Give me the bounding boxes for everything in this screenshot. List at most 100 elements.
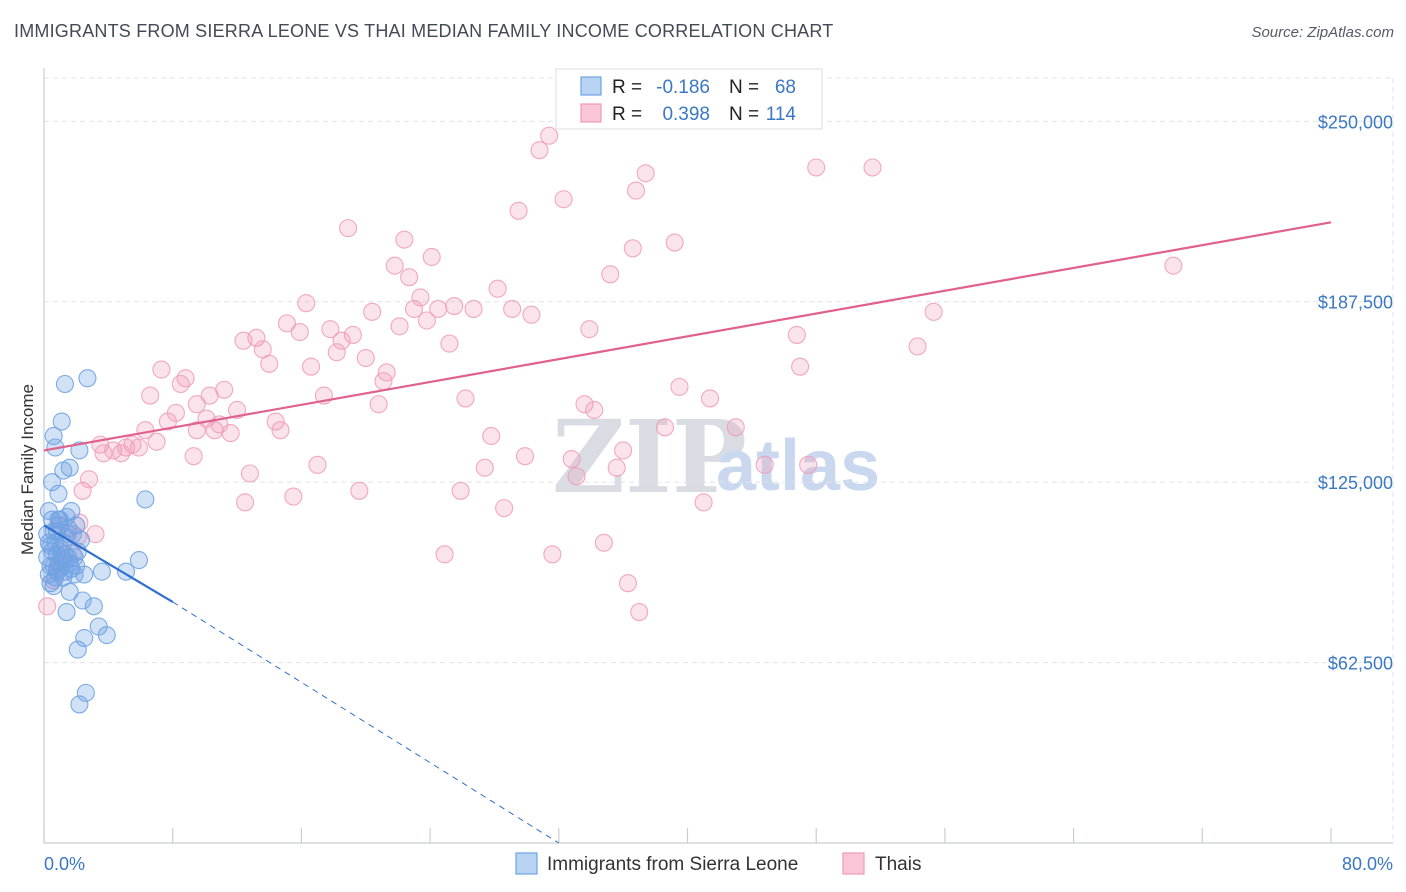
sierra-leone-point xyxy=(136,490,155,509)
sierra-leone-point xyxy=(51,510,70,529)
thais-point xyxy=(562,450,581,469)
thais-point xyxy=(630,603,649,622)
sierra-leone-point xyxy=(57,603,76,622)
thais-point xyxy=(176,369,195,388)
thais-point xyxy=(302,357,321,376)
legend-swatch-pink xyxy=(580,103,602,123)
thais-point xyxy=(580,320,599,339)
sierra-leone-point xyxy=(55,374,74,394)
thais-point xyxy=(451,481,470,500)
thais-point xyxy=(787,325,806,344)
sierra-leone-point xyxy=(44,556,63,575)
sierra-leone-point xyxy=(75,628,94,648)
thais-point xyxy=(417,311,436,330)
y-tick-label: $62,500 xyxy=(1328,654,1393,674)
y-tick-label: $125,000 xyxy=(1318,473,1393,493)
source-label: Source: ZipAtlas.com xyxy=(1251,24,1394,41)
thais-point xyxy=(228,400,247,420)
thais-point xyxy=(332,331,351,350)
thais-point xyxy=(799,455,818,474)
thais-point xyxy=(655,418,675,437)
thais-point xyxy=(290,322,309,342)
thais-point xyxy=(908,337,927,356)
sierra-leone-point xyxy=(39,565,58,584)
chart-title: IMMIGRANTS FROM SIERRA LEONE VS THAI MED… xyxy=(14,21,834,41)
thais-point xyxy=(522,305,541,324)
sierra-leone-point xyxy=(84,597,103,616)
thais-point xyxy=(495,499,514,518)
thais-point xyxy=(456,389,475,408)
bottom-legend: Immigrants from Sierra Leone Thais xyxy=(515,852,921,875)
sierra-leone-point xyxy=(78,369,97,388)
sierra-leone-point xyxy=(67,556,86,575)
thais-point xyxy=(411,288,430,307)
thais-point xyxy=(435,545,454,564)
sierra-leone-point xyxy=(129,551,148,570)
thais-point xyxy=(626,181,646,200)
thais-point xyxy=(369,395,388,414)
x-tick-label-min: 0.0% xyxy=(44,854,85,874)
sierra-leone-point xyxy=(52,412,71,431)
thais-point xyxy=(395,230,414,249)
sierra-leone-point xyxy=(54,461,73,480)
thais-point xyxy=(390,317,409,336)
thais-point xyxy=(166,403,185,422)
sierra-leone-point xyxy=(71,530,91,549)
thais-point xyxy=(284,487,303,506)
thais-point xyxy=(147,432,166,451)
thais-point xyxy=(152,360,171,379)
thais-point xyxy=(236,493,255,512)
thais-point xyxy=(863,158,882,177)
bottom-legend-swatch-pink xyxy=(842,852,865,875)
sierra-leone-point xyxy=(97,626,116,645)
thais-trend-line xyxy=(43,221,1332,452)
thais-point xyxy=(171,374,190,394)
thais-point xyxy=(297,294,316,313)
sierra-leone-point xyxy=(73,591,92,610)
thais-point xyxy=(464,299,483,318)
watermark-atlas: atlas xyxy=(716,426,880,506)
legend-n-label-1: N = xyxy=(729,77,759,98)
thais-point xyxy=(343,325,362,344)
thais-point xyxy=(482,426,501,446)
legend-n-value-1: 68 xyxy=(775,77,796,98)
thais-point xyxy=(515,447,535,466)
sierra-leone-trend-line xyxy=(43,524,174,603)
legend-r-label-1: R = xyxy=(612,77,642,98)
thais-point xyxy=(694,493,713,512)
y-axis-title: Median Family Income xyxy=(18,384,37,555)
thais-point xyxy=(601,265,620,284)
thais-point xyxy=(385,256,404,275)
thais-point xyxy=(636,164,655,183)
thais-point xyxy=(618,574,638,593)
legend-box: R = -0.186 N = 68 R = 0.398 N = 114 xyxy=(555,68,823,130)
series-sierra-leone-points xyxy=(38,369,155,714)
series-thais-points xyxy=(38,126,1183,622)
y-tick-label: $250,000 xyxy=(1318,112,1393,132)
thais-point xyxy=(260,354,279,373)
sierra-leone-point xyxy=(92,562,111,581)
thais-point xyxy=(700,389,720,408)
thais-point xyxy=(614,441,633,460)
sierra-leone-point xyxy=(41,536,60,555)
thais-point xyxy=(400,268,419,287)
sierra-leone-point xyxy=(70,695,89,714)
y-tick-labels: $62,500 $125,000 $187,500 $250,000 xyxy=(1318,112,1393,673)
thais-point xyxy=(240,464,259,483)
thais-point xyxy=(509,201,528,220)
thais-point xyxy=(540,126,559,145)
legend-n-value-2: 114 xyxy=(766,104,797,125)
thais-point xyxy=(377,363,396,382)
thais-point xyxy=(79,470,99,489)
thais-point xyxy=(726,418,745,437)
bottom-legend-label-sierra-leone: Immigrants from Sierra Leone xyxy=(547,854,798,875)
legend-r-value-1: -0.186 xyxy=(656,77,710,98)
thais-point xyxy=(266,412,285,431)
thais-point xyxy=(1164,256,1183,275)
thais-point xyxy=(350,481,369,500)
thais-point xyxy=(488,279,507,298)
thais-point xyxy=(422,247,441,267)
thais-point xyxy=(184,447,203,466)
sierra-leone-point xyxy=(49,484,68,503)
thais-point xyxy=(445,297,464,316)
